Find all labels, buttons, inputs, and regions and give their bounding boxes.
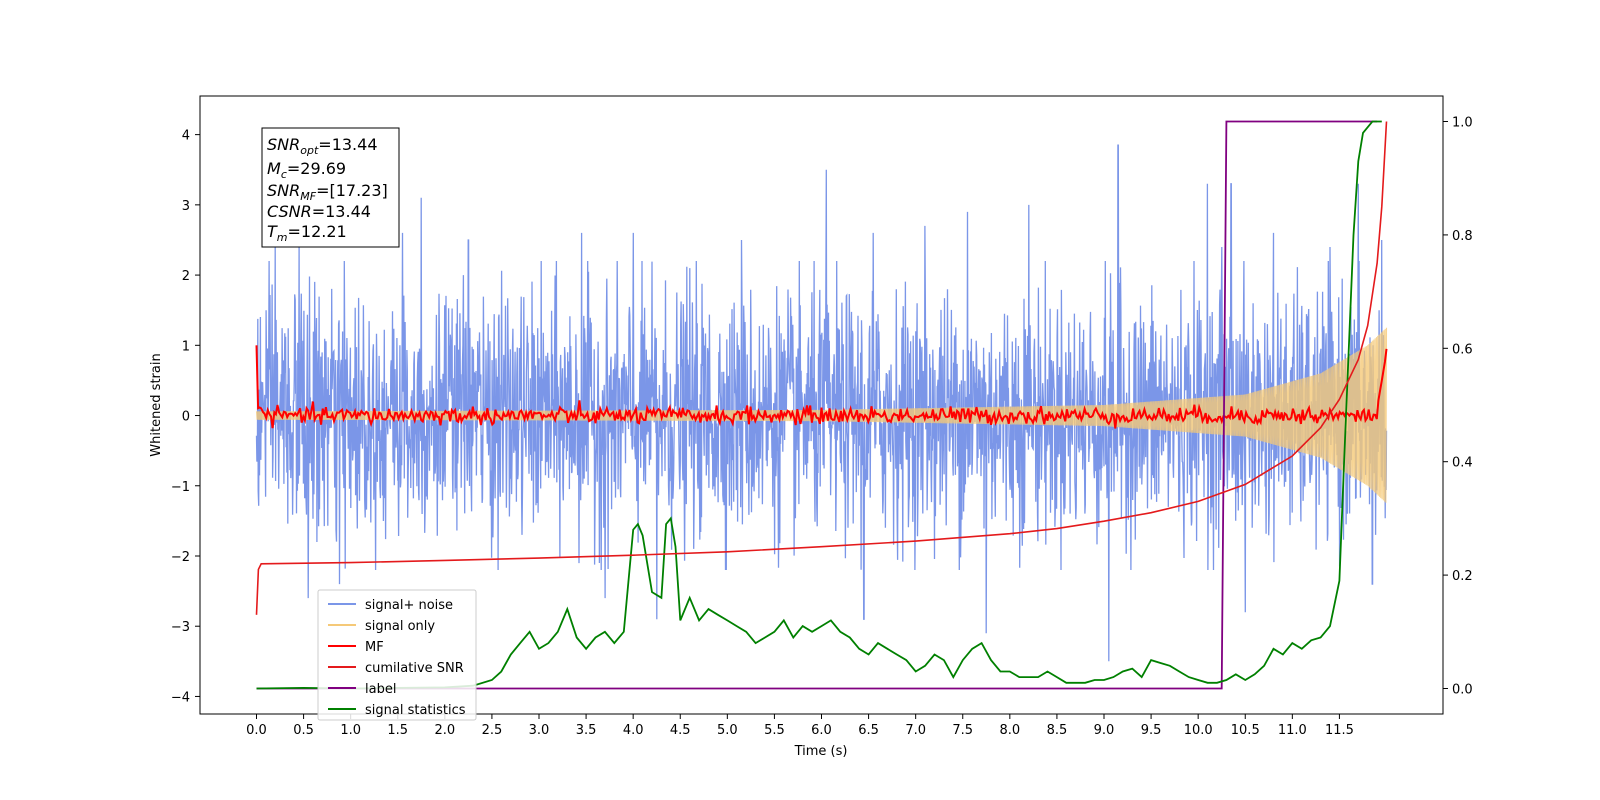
legend-label: label (365, 682, 396, 697)
x-tick-label: 4.0 (623, 723, 644, 738)
y-axis-right: 0.0 0.2 0.4 0.6 0.8 1.0 (1443, 116, 1473, 697)
series-cumulative-snr (255, 121, 1388, 615)
x-tick-label: 11.0 (1278, 723, 1307, 738)
y2-tick-label: 1.0 (1452, 116, 1473, 131)
y2-tick-label: 0.8 (1452, 229, 1473, 244)
x-tick-label: 11.5 (1325, 723, 1354, 738)
x-tick-label: 8.5 (1047, 723, 1068, 738)
y-tick-label: 2 (182, 269, 190, 284)
y-axis-label: Whitened strain (149, 353, 164, 456)
y-tick-label: 1 (182, 339, 190, 354)
annotation-snr-opt: SNRopt=13.44 (267, 135, 378, 157)
y-tick-label: 4 (182, 129, 190, 144)
x-tick-label: 5.0 (717, 723, 738, 738)
annotation-snr-mf: SNRMF=[17.23] (267, 181, 388, 203)
x-tick-label: 9.0 (1094, 723, 1115, 738)
x-tick-label: 4.5 (670, 723, 691, 738)
x-tick-label: 3.0 (529, 723, 550, 738)
x-tick-label: 5.5 (764, 723, 785, 738)
x-tick-label: 6.5 (858, 723, 879, 738)
legend-label: cumilative SNR (365, 661, 464, 676)
annotation-mc: Mc=29.69 (267, 159, 346, 181)
series-signal-statistics (256, 120, 1382, 690)
y-tick-label: −2 (171, 550, 190, 565)
x-tick-label: 7.5 (952, 723, 973, 738)
legend-label: signal only (365, 619, 435, 634)
x-tick-label: 1.5 (387, 723, 408, 738)
x-axis: 0.0 0.5 1.0 1.5 2.0 2.5 3.0 3.5 4.0 4.5 5.0 5.5 6.0 6… (246, 714, 1354, 738)
x-axis-label: Time (s) (794, 744, 848, 759)
y-axis-left: −4 −3 −2 −1 0 1 2 3 4 (171, 129, 200, 705)
x-tick-label: 2.0 (434, 723, 455, 738)
y2-tick-label: 0.4 (1452, 456, 1473, 471)
y2-tick-label: 0.2 (1452, 569, 1473, 584)
x-tick-label: 9.5 (1141, 723, 1162, 738)
y-tick-label: 3 (182, 199, 190, 214)
y-tick-label: 0 (182, 410, 190, 425)
y2-tick-label: 0.0 (1452, 682, 1473, 697)
annotation-tm: Tm=12.21 (267, 222, 347, 244)
series-mf (255, 345, 1388, 429)
x-tick-label: 3.5 (576, 723, 597, 738)
y-tick-label: −1 (171, 480, 190, 495)
x-tick-label: 10.5 (1231, 723, 1260, 738)
x-tick-label: 1.0 (340, 723, 361, 738)
series-layer (255, 120, 1388, 690)
y-tick-label: −3 (171, 620, 190, 635)
x-tick-label: 6.0 (811, 723, 832, 738)
x-tick-label: 2.5 (482, 723, 503, 738)
series-label (256, 120, 1378, 690)
x-tick-label: 7.0 (905, 723, 926, 738)
x-tick-label: 0.0 (246, 723, 267, 738)
y-tick-label: −4 (171, 690, 190, 705)
annotation-csnr: CSNR=13.44 (267, 202, 371, 221)
y2-tick-label: 0.6 (1452, 342, 1473, 357)
legend: signal+ noise signal only MF cumilative SNR… (317, 589, 477, 721)
x-tick-label: 8.0 (999, 723, 1020, 738)
series-signal-plus-noise (255, 144, 1388, 662)
legend-label: signal+ noise (365, 598, 453, 613)
legend-label: signal statistics (365, 703, 466, 718)
legend-label: MF (365, 640, 384, 655)
stats-annotation-box: SNRopt=13.44 Mc=29.69 SNRMF=[17.23] CSNR… (261, 127, 400, 248)
x-tick-label: 0.5 (293, 723, 314, 738)
x-tick-label: 10.0 (1184, 723, 1213, 738)
